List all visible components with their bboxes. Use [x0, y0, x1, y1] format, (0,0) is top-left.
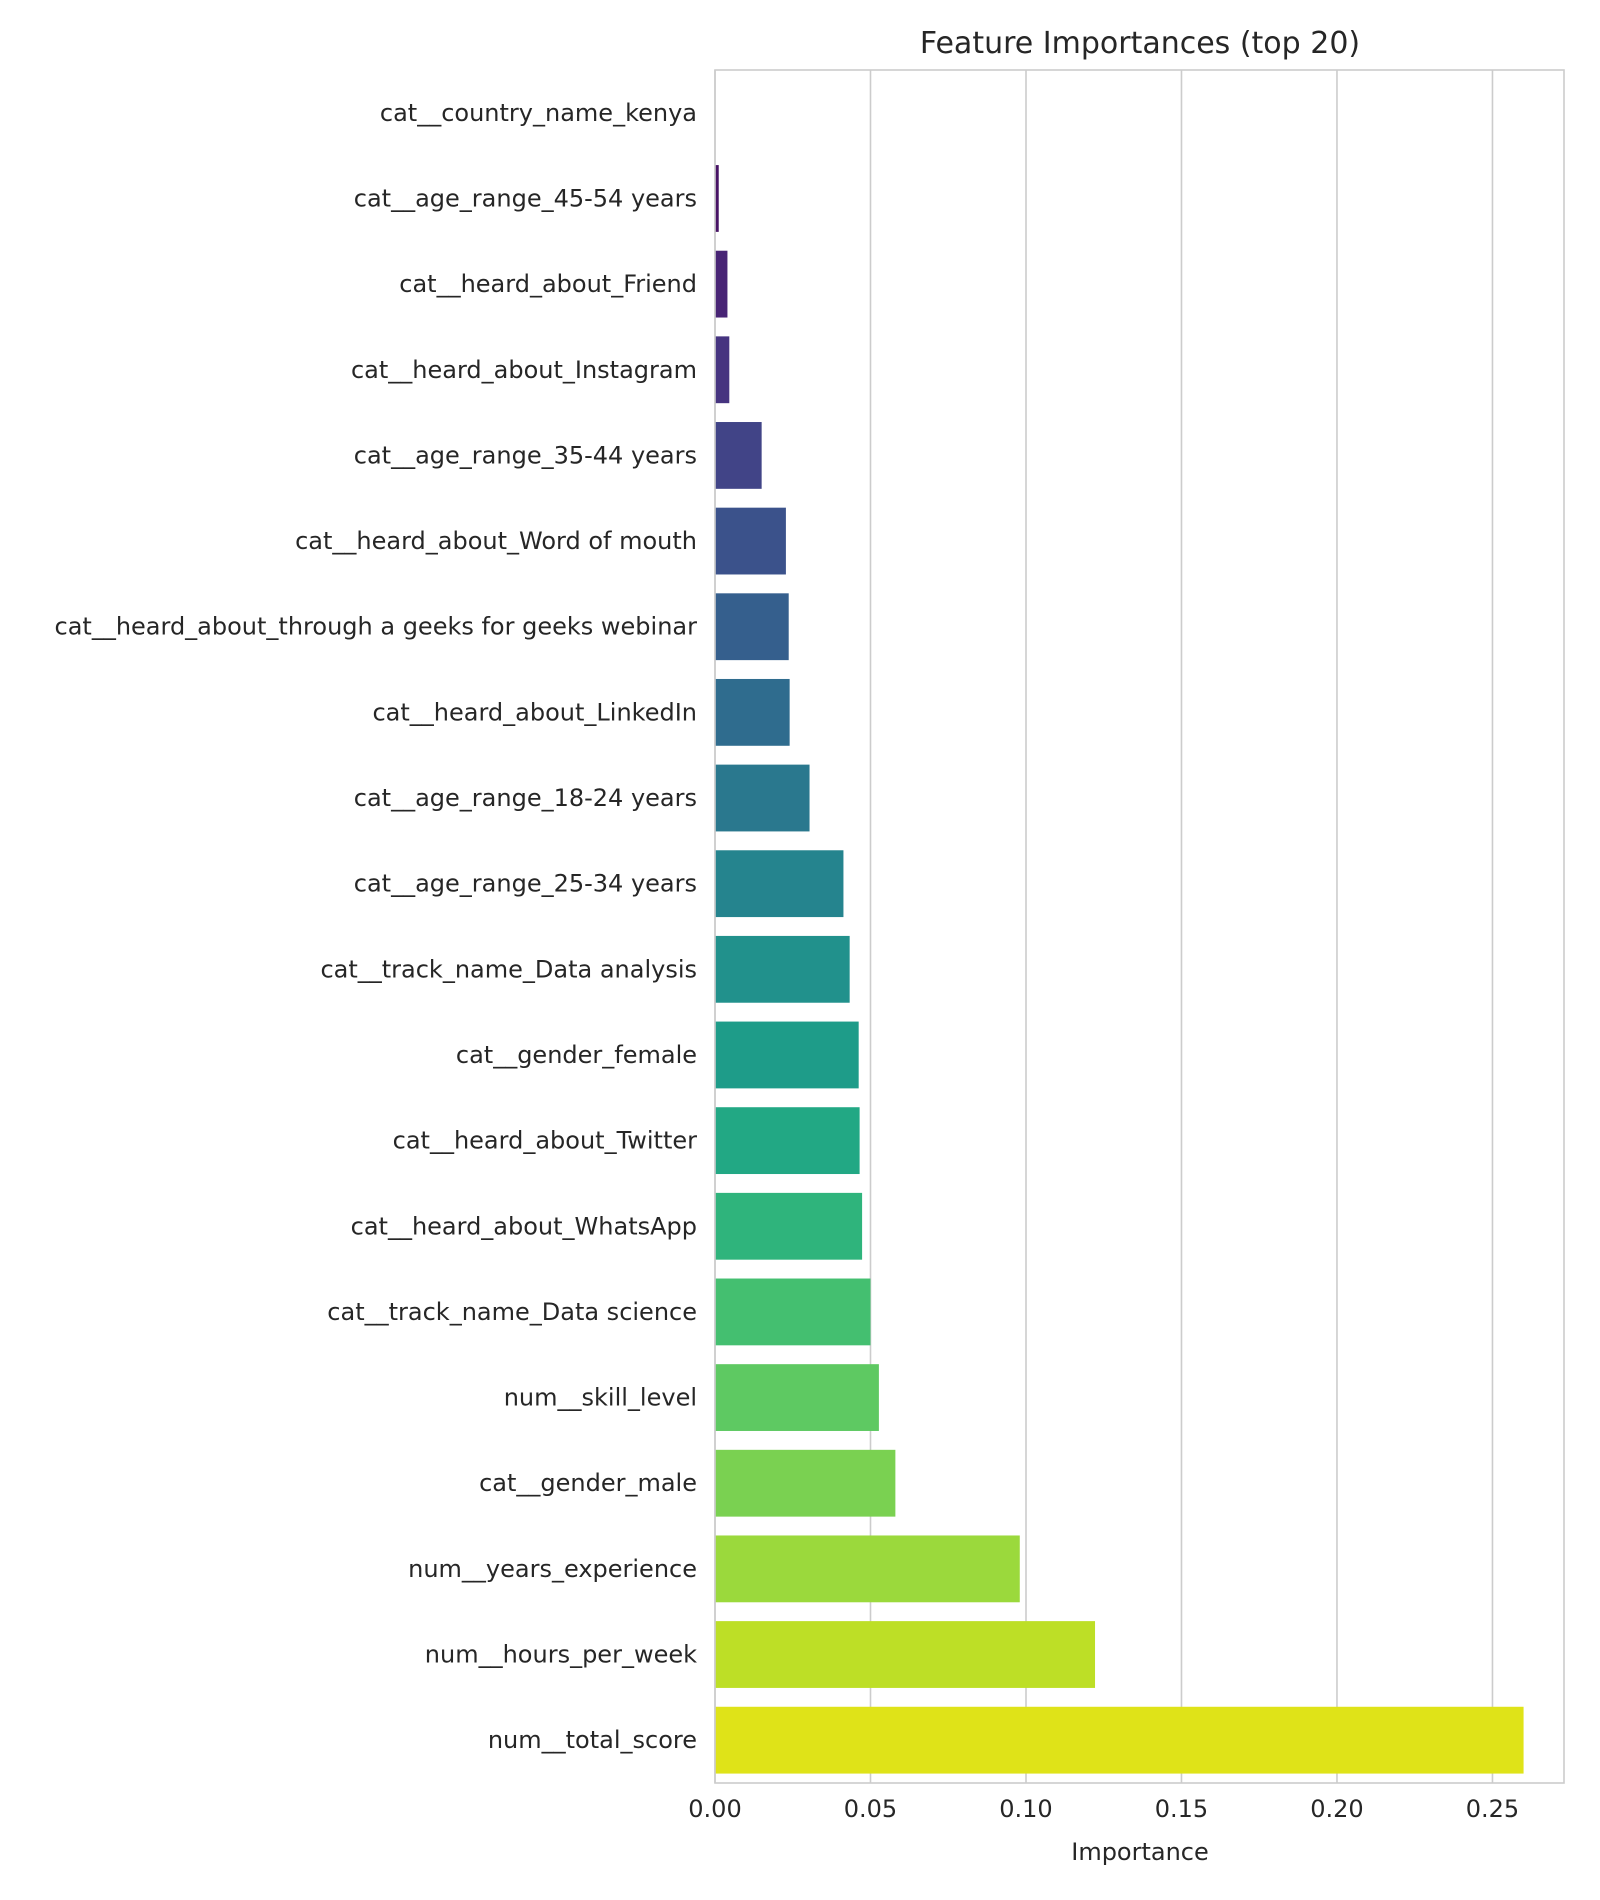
y-tick-label: cat__gender_male — [479, 1469, 697, 1497]
bar — [715, 1706, 1524, 1774]
x-axis-label: Importance — [1071, 1838, 1209, 1866]
chart-title: Feature Importances (top 20) — [920, 26, 1360, 61]
y-tick-label: cat__age_range_18-24 years — [354, 784, 697, 812]
bar — [715, 1535, 1020, 1603]
x-tick-label: 0.20 — [1310, 1795, 1363, 1823]
bar — [715, 678, 790, 746]
x-tick-labels: 0.00 0.05 0.10 0.15 0.20 0.25 — [688, 1795, 1519, 1823]
bar — [715, 507, 786, 575]
gridlines — [714, 70, 1494, 1783]
bar — [715, 165, 719, 232]
bar — [715, 1449, 896, 1517]
y-tick-label: cat__track_name_Data analysis — [320, 955, 697, 983]
y-tick-labels: cat__country_name_kenya cat__age_range_45… — [55, 99, 698, 1754]
bar — [715, 422, 762, 489]
x-tick-label: 0.00 — [688, 1795, 741, 1823]
y-tick-label: cat__heard_about_Instagram — [351, 356, 697, 384]
y-tick-label: num__years_experience — [408, 1555, 697, 1583]
x-tick-label: 0.10 — [999, 1795, 1052, 1823]
bar — [715, 850, 844, 918]
y-tick-label: cat__track_name_Data science — [327, 1298, 697, 1326]
y-tick-label: cat__heard_about_Twitter — [393, 1127, 697, 1155]
y-tick-label: cat__heard_about_Friend — [399, 270, 697, 298]
bar — [715, 1364, 879, 1431]
y-tick-label: cat__age_range_25-34 years — [354, 870, 697, 898]
x-tick-label: 0.15 — [1155, 1795, 1208, 1823]
bar — [715, 336, 730, 404]
bar — [715, 1021, 859, 1089]
y-tick-label: cat__heard_about_through a geeks for gee… — [55, 613, 698, 641]
bars — [715, 79, 1524, 1774]
plot-frame — [714, 69, 1565, 1784]
y-tick-label: num__hours_per_week — [425, 1641, 697, 1669]
y-tick-label: cat__heard_about_LinkedIn — [372, 698, 697, 726]
y-tick-label: cat__gender_female — [456, 1041, 697, 1069]
y-tick-label: num__skill_level — [504, 1384, 697, 1412]
bar — [715, 1107, 860, 1175]
y-tick-label: cat__heard_about_WhatsApp — [351, 1212, 697, 1240]
bar — [715, 935, 850, 1003]
x-tick-label: 0.25 — [1466, 1795, 1519, 1823]
bar — [715, 1278, 871, 1346]
bar — [715, 764, 810, 832]
y-tick-label: num__total_score — [488, 1726, 697, 1754]
y-tick-label: cat__age_range_35-44 years — [354, 441, 697, 469]
bar — [715, 1192, 863, 1260]
y-tick-label: cat__age_range_45-54 years — [354, 184, 697, 212]
x-tick-label: 0.05 — [844, 1795, 897, 1823]
bar — [715, 1621, 1096, 1688]
y-tick-label: cat__country_name_kenya — [380, 99, 697, 127]
bar — [715, 250, 728, 318]
bar — [715, 593, 789, 661]
y-tick-label: cat__heard_about_Word of mouth — [295, 527, 697, 555]
